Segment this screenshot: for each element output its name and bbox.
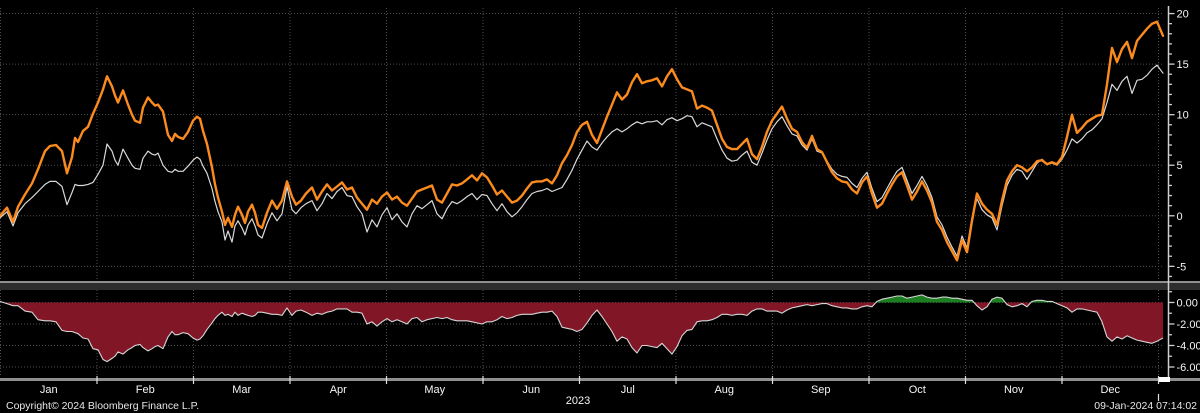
panel-separator-handle[interactable]	[0, 281, 1200, 283]
month-label: Nov	[1004, 384, 1024, 396]
month-label: Jul	[621, 384, 635, 396]
month-label: Jun	[522, 384, 540, 396]
month-ticks	[96, 376, 1160, 384]
month-label: Dec	[1100, 384, 1120, 396]
spread-line	[0, 294, 1164, 363]
month-label: Apr	[330, 384, 347, 396]
copyright-text: Copyright© 2024 Bloomberg Finance L.P.	[6, 400, 200, 412]
y-axis-label: -2.00	[1177, 319, 1200, 331]
month-label: Sep	[811, 384, 831, 396]
y-axis-ticks	[1168, 12, 1175, 278]
panel-separator-band	[0, 283, 1200, 290]
y-axis-label: 20	[1177, 9, 1189, 21]
y-axis-label: 5	[1177, 160, 1183, 172]
month-label: Oct	[909, 384, 926, 396]
spread-area-negative	[0, 302, 1163, 362]
y-axis-label: 10	[1177, 110, 1189, 122]
y-axis-label: 0.00	[1177, 297, 1198, 309]
horizontal-gridlines	[0, 13, 1163, 267]
x-axis-bar[interactable]	[0, 378, 1200, 381]
white-series-line	[0, 64, 1164, 257]
y-axis-ticks	[1168, 291, 1175, 368]
month-label: Feb	[136, 384, 155, 396]
spread-area-positive	[0, 294, 1055, 303]
y-axis-label: 0	[1177, 211, 1183, 223]
y-axis-label: 15	[1177, 59, 1189, 71]
orange-series-line	[0, 20, 1165, 262]
year-label: 2023	[566, 395, 590, 407]
y-axis-label: -5	[1177, 261, 1187, 273]
y-axis-label: -6.00	[1177, 362, 1200, 374]
month-label: Aug	[714, 384, 734, 396]
month-label: May	[424, 384, 445, 396]
month-label: Mar	[232, 384, 251, 396]
timestamp-text: 09-Jan-2024 07:14:02	[1094, 400, 1197, 412]
month-label: Jan	[40, 384, 58, 396]
month-labels: Jan Feb Mar Apr May Jun Jul Aug Sep Oct Nov Dec	[40, 384, 1121, 396]
y-axis-label: -4.00	[1177, 340, 1200, 352]
x-axis-end-cap	[1159, 377, 1170, 382]
